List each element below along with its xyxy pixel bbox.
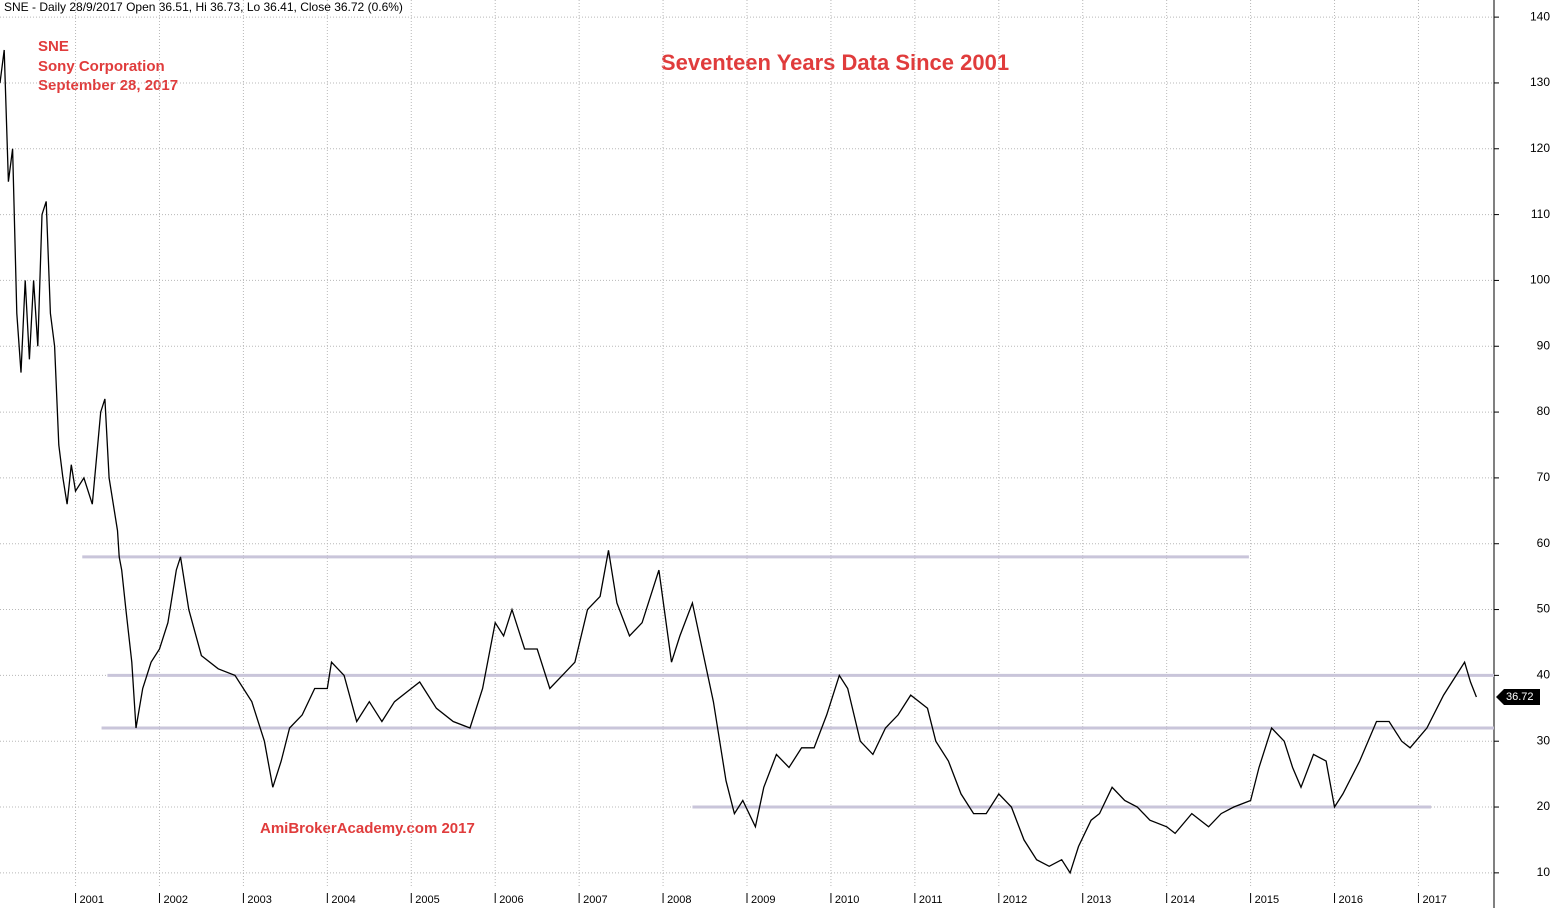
x-tick-label: 2002 [163, 894, 187, 906]
y-tick-label: 140 [1530, 9, 1550, 23]
chart-header: SNE - Daily 28/9/2017 Open 36.51, Hi 36.… [4, 0, 403, 14]
last-price-label: 36.72 [1506, 691, 1534, 703]
y-tick-label: 130 [1530, 75, 1550, 89]
y-tick-label: 80 [1537, 404, 1551, 418]
x-tick-label: 2013 [1087, 894, 1111, 906]
x-tick-label: 2011 [919, 894, 943, 906]
annotation: Sony Corporation [38, 58, 165, 75]
x-tick-label: 2001 [80, 894, 104, 906]
x-tick-label: 2009 [751, 894, 775, 906]
y-tick-label: 70 [1537, 470, 1551, 484]
x-tick-label: 2005 [415, 894, 439, 906]
x-tick-label: 2003 [247, 894, 271, 906]
x-tick-label: 2016 [1339, 894, 1363, 906]
x-tick-label: 2014 [1171, 894, 1195, 906]
x-tick-label: 2004 [331, 894, 355, 906]
x-tick-label: 2006 [499, 894, 523, 906]
x-tick-label: 2012 [1003, 894, 1027, 906]
y-tick-label: 30 [1537, 733, 1551, 747]
y-tick-label: 90 [1537, 338, 1551, 352]
watermark: AmiBrokerAcademy.com 2017 [260, 820, 475, 837]
annotation: SNE [38, 38, 69, 55]
y-tick-label: 100 [1530, 273, 1550, 287]
y-tick-label: 40 [1537, 668, 1551, 682]
y-tick-label: 60 [1537, 536, 1551, 550]
annotation: September 28, 2017 [38, 77, 178, 94]
y-tick-label: 120 [1530, 141, 1550, 155]
x-tick-label: 2015 [1255, 894, 1279, 906]
last-price-box [1496, 688, 1540, 705]
y-tick-label: 110 [1531, 207, 1550, 221]
x-tick-label: 2010 [835, 894, 859, 906]
chart-title: Seventeen Years Data Since 2001 [661, 50, 1009, 75]
price-line [0, 49, 1478, 875]
y-tick-label: 20 [1537, 799, 1551, 813]
x-tick-label: 2008 [667, 894, 691, 906]
y-tick-label: 10 [1537, 865, 1551, 879]
x-tick-label: 2017 [1422, 894, 1446, 906]
y-tick-label: 50 [1537, 602, 1551, 616]
x-tick-label: 2007 [583, 894, 607, 906]
